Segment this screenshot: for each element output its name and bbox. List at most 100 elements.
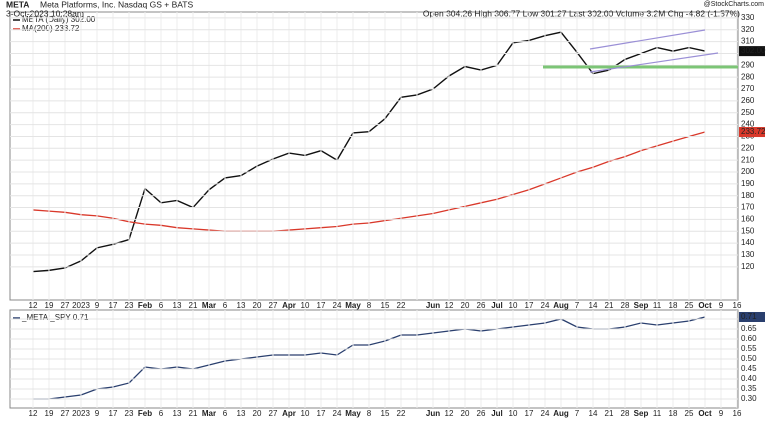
x-tick-label: 13 [173,301,182,310]
x-tick-label: Apr [282,409,296,418]
x-tick-label: 10 [301,301,310,310]
x-tick-label: 7 [575,409,580,418]
x-tick-label: 6 [159,301,164,310]
x-tick-label: 14 [589,301,598,310]
x-tick-label: 24 [541,301,550,310]
x-tick-label: 17 [109,409,118,418]
x-tick-label: 10 [509,301,518,310]
y-tick-label: 250 [741,108,755,117]
x-tick-label: 18 [669,409,678,418]
end-label: 302.00 [741,46,766,55]
x-tick-label: 12 [445,301,454,310]
x-tick-label: 26 [477,409,486,418]
end-label-box [739,46,765,57]
x-tick-label: 16 [733,409,742,418]
y-tick-label: 0.35 [741,384,757,393]
y-tick-label: 150 [741,226,755,235]
y-tick-label: 330 [741,13,755,22]
y-tick-label: 220 [741,143,755,152]
x-tick-label: 21 [189,301,198,310]
x-tick-label: 20 [253,409,262,418]
y-tick-label: 0.55 [741,344,757,353]
x-tick-label: Feb [138,409,152,418]
x-tick-label: 10 [509,409,518,418]
x-tick-label: 12 [29,409,38,418]
x-tick-label: 27 [61,301,70,310]
x-tick-label: 25 [685,409,694,418]
y-tick-label: 130 [741,250,755,259]
end-label-box [739,127,765,138]
y-tick-label: 280 [741,72,755,81]
y-tick-label: 0.40 [741,374,757,383]
x-tick-label: Oct [698,409,712,418]
x-tick-label: 10 [301,409,310,418]
x-tick-label: 17 [525,409,534,418]
x-tick-label: 2023 [72,409,90,418]
y-tick-label: 310 [741,37,755,46]
company: Meta Platforms, Inc. Nasdaq GS + BATS [40,0,193,9]
x-tick-label: 16 [733,301,742,310]
x-tick-label: 21 [605,409,614,418]
x-tick-label: 22 [397,409,406,418]
y-tick-label: 260 [741,96,755,105]
x-tick-label: 27 [269,301,278,310]
x-tick-label: 14 [589,409,598,418]
x-tick-label: 12 [29,301,38,310]
ticker: META [6,0,29,9]
y-tick-label: 120 [741,262,755,271]
quote: Open 304.26 High 306.77 Low 301.27 Last … [423,8,740,18]
legend-label: _META:_SPY 0.71 [21,313,89,322]
x-tick-label: 24 [333,301,342,310]
x-tick-label: Jul [491,409,503,418]
x-tick-label: 20 [461,301,470,310]
x-tick-label: 22 [397,301,406,310]
x-tick-label: Sep [634,409,649,418]
x-tick-label: 17 [317,409,326,418]
x-tick-label: 28 [621,301,630,310]
x-tick-label: 11 [653,301,662,310]
x-tick-label: May [345,409,361,418]
x-tick-label: 8 [367,409,372,418]
y-tick-label: 160 [741,215,755,224]
x-tick-label: 17 [317,301,326,310]
x-tick-label: 24 [333,409,342,418]
x-tick-label: 15 [381,301,390,310]
x-tick-label: 6 [223,301,228,310]
price-panel [9,11,739,301]
x-tick-label: 2023 [72,301,90,310]
channel-upper [589,29,706,50]
y-tick-label: 170 [741,203,755,212]
x-tick-label: 15 [381,409,390,418]
x-tick-label: 27 [269,409,278,418]
x-tick-label: 8 [367,301,372,310]
x-tick-label: Sep [634,301,649,310]
legend-label: MA(200) 233.72 [22,24,80,33]
x-tick-label: 17 [109,301,118,310]
x-tick-label: 19 [45,409,54,418]
y-tick-label: 0.45 [741,364,757,373]
y-tick-label: 190 [741,179,755,188]
x-tick-label: 13 [173,409,182,418]
y-tick-label: 290 [741,60,755,69]
x-tick-label: 23 [125,301,134,310]
x-tick-label: 24 [541,409,550,418]
x-tick-label: May [345,301,361,310]
x-tick-label: 20 [253,301,262,310]
x-tick-label: 6 [159,409,164,418]
x-tick-label: Aug [553,409,569,418]
x-tick-label: 28 [621,409,630,418]
x-tick-label: 9 [95,409,100,418]
x-tick-label: Jun [426,409,440,418]
x-tick-label: 18 [669,301,678,310]
x-tick-label: 27 [61,409,70,418]
x-tick-label: 9 [719,409,724,418]
y-tick-label: 0.60 [741,334,757,343]
x-tick-label: 21 [605,301,614,310]
x-tick-label: 9 [719,301,724,310]
y-tick-label: 140 [741,238,755,247]
x-tick-label: 13 [237,409,246,418]
x-tick-label: 23 [125,409,134,418]
x-tick-label: 26 [477,301,486,310]
x-tick-label: 12 [445,409,454,418]
x-tick-label: Oct [698,301,712,310]
